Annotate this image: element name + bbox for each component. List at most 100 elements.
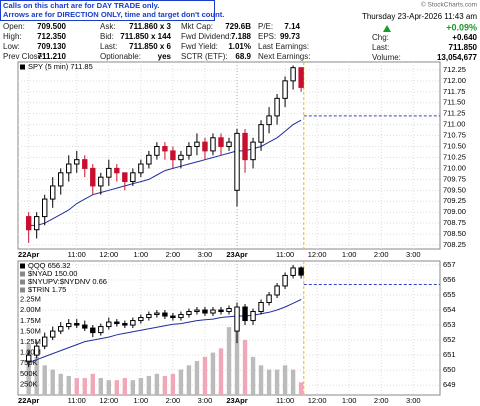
candle-body: [170, 150, 176, 161]
quote-value: 711.210: [38, 52, 67, 61]
volume-bar: [210, 352, 216, 395]
notice-line: Calls on this chart are for DAY TRADE on…: [3, 1, 159, 10]
y-tick-label: 709.75: [443, 174, 466, 183]
quote-value: 709.130: [37, 42, 66, 51]
quote-label: P/E:: [258, 22, 273, 31]
candle-body: [122, 172, 128, 183]
volume-bar: [82, 378, 87, 395]
candle-body: [266, 294, 272, 304]
x-tick-label: 12:00: [308, 396, 327, 405]
x-tick-label: 2:00: [166, 396, 181, 405]
quote-label: Open:: [3, 22, 25, 31]
candle-body: [25, 354, 32, 362]
volume-bar: [74, 378, 79, 395]
y-tick-label: 709.00: [443, 207, 466, 216]
candle-body: [58, 172, 64, 187]
quote-value: 13,054,677: [437, 53, 478, 62]
legend-swatch: [20, 287, 25, 293]
candle-body: [114, 321, 120, 325]
x-tick-label: 23Apr: [226, 396, 247, 405]
quote-value: 68.9: [235, 52, 251, 61]
candle-body: [42, 336, 48, 347]
quote-label: Last Earnings:: [258, 42, 309, 51]
quote-value: 709.500: [37, 22, 66, 31]
quote-value: 99.73: [280, 32, 301, 41]
volume-bar: [130, 380, 136, 395]
y-tick-label: 711.75: [443, 87, 465, 96]
candle-body: [170, 315, 176, 319]
legend-entry: SPY (5 min) 711.85: [28, 62, 93, 71]
y-tick-label: 656: [443, 275, 456, 284]
datetime: Thursday 23-Apr-2026 11:43 am: [362, 12, 477, 21]
quote-value: 712.350: [37, 32, 66, 41]
candle-body: [106, 321, 112, 328]
candle-body: [218, 137, 224, 148]
volume-tick-label: 1.50M: [20, 326, 41, 335]
volume-bar: [186, 365, 192, 395]
quote-label: Next Earnings:: [258, 52, 310, 61]
volume-bar: [154, 373, 160, 395]
candle-body: [210, 309, 216, 314]
quote-label: Chg:: [372, 33, 389, 42]
y-tick-label: 711.50: [443, 98, 465, 107]
y-tick-label: 654: [443, 305, 456, 314]
volume-bar: [194, 361, 200, 395]
quote-label: High:: [3, 32, 22, 41]
candle-body: [194, 141, 200, 148]
volume-bar: [258, 365, 264, 395]
volume-bar: [26, 344, 31, 395]
candle-body: [74, 323, 80, 326]
candle-body: [274, 97, 280, 117]
quote-value: 711.860 x 3: [129, 22, 171, 31]
y-tick-label: 710.75: [443, 131, 466, 140]
candle-body: [186, 146, 192, 156]
candle-body: [114, 167, 120, 174]
volume-bar: [106, 380, 112, 395]
legend-swatch: [20, 64, 25, 70]
candle-body: [202, 141, 208, 152]
candle-body: [234, 132, 240, 191]
x-tick-label: 1:00: [342, 396, 357, 405]
volume-bar: [170, 373, 176, 395]
volume-bar: [202, 356, 208, 395]
y-tick-label: 709.50: [443, 185, 466, 194]
y-tick-label: 650: [443, 365, 456, 374]
x-tick-label: 1:00: [134, 396, 149, 405]
candle-body: [210, 137, 216, 152]
volume-bar: [242, 339, 248, 395]
legend-entry: $TRIN 1.75: [28, 285, 66, 294]
quote-label: Last:: [372, 43, 389, 52]
volume-bar: [114, 380, 120, 395]
candle-body: [50, 330, 56, 338]
legend-swatch: [20, 271, 25, 277]
candle-body: [58, 326, 64, 332]
up-arrow-icon: [383, 25, 391, 32]
quote-value: 711.850 x 144: [120, 32, 171, 41]
x-tick-label: 11:00: [276, 396, 294, 405]
y-tick-label: 711.00: [443, 120, 465, 129]
candle-body: [258, 124, 264, 143]
candle-body: [282, 274, 288, 287]
x-tick-label: 1:00: [134, 250, 149, 259]
y-tick-label: 649: [443, 380, 456, 389]
volume-bar: [250, 356, 256, 395]
volume-tick-label: 1.00M: [20, 348, 41, 357]
candle-body: [298, 267, 304, 276]
candle-body: [98, 176, 104, 187]
quote-label: Fwd Dividend:: [181, 32, 232, 41]
x-tick-label: 2:00: [166, 250, 181, 259]
candle-body: [282, 80, 288, 99]
quote-label: Prev Close:: [3, 52, 44, 61]
legend-entry: $NYAD 150.00: [28, 269, 77, 278]
candle-body: [162, 312, 168, 317]
candle-body: [25, 216, 32, 231]
y-tick-label: 711.25: [443, 109, 465, 118]
y-tick-label: 712.25: [443, 65, 466, 74]
candle-body: [74, 159, 80, 165]
y-tick-label: 652: [443, 335, 456, 344]
candle-body: [122, 323, 128, 326]
candle-body: [186, 311, 192, 316]
candle-body: [138, 163, 144, 174]
candle-body: [33, 345, 40, 356]
